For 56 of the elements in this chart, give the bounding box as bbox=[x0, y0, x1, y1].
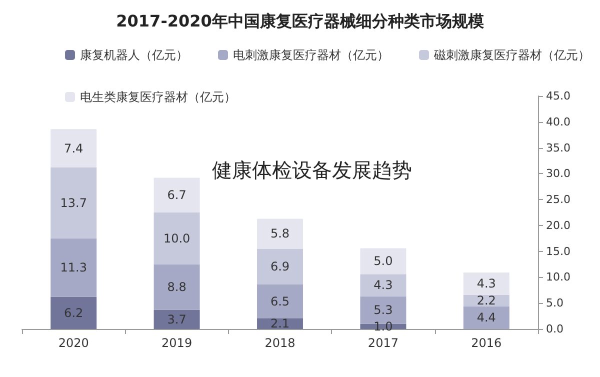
data-label: 11.3 bbox=[60, 260, 87, 275]
y-tick-label: 10.0 bbox=[546, 270, 570, 284]
x-tick-label: 2017 bbox=[368, 336, 398, 350]
bar bbox=[463, 306, 510, 329]
bar bbox=[154, 264, 200, 310]
data-label: 1.0 bbox=[374, 319, 393, 334]
x-tick-label: 2016 bbox=[471, 336, 502, 350]
y-tick-label: 40.0 bbox=[546, 115, 570, 128]
bar bbox=[257, 218, 303, 249]
y-tick-label: 45.0 bbox=[546, 90, 570, 102]
bar bbox=[50, 129, 97, 168]
y-tick-label: 35.0 bbox=[546, 141, 570, 154]
x-tick-label: 2019 bbox=[162, 336, 192, 350]
legend-label: 电生类康复医疗器材（亿元） bbox=[80, 90, 236, 104]
x-tick-label: 2020 bbox=[58, 336, 89, 350]
annotation: 健康体检设备发展趋势 bbox=[212, 158, 412, 182]
legend-label: 电刺激康复医疗器材（亿元） bbox=[233, 48, 389, 62]
y-tick-label: 5.0 bbox=[546, 296, 564, 310]
bar bbox=[154, 310, 200, 329]
bar bbox=[360, 274, 406, 296]
bar bbox=[257, 248, 303, 284]
y-tick-label: 30.0 bbox=[546, 167, 570, 180]
legend-label: 磁刺激康复医疗器材（亿元） bbox=[433, 48, 590, 62]
bar bbox=[50, 167, 97, 238]
data-label: 10.0 bbox=[163, 231, 190, 246]
data-label: 3.7 bbox=[167, 312, 186, 326]
chart-title: 2017-2020年中国康复医疗器械细分种类市场规模 bbox=[116, 12, 484, 30]
data-label: 4.3 bbox=[374, 278, 393, 292]
bar bbox=[50, 238, 97, 297]
y-tick-label: 25.0 bbox=[546, 193, 570, 206]
bar bbox=[154, 212, 200, 264]
legend-label: 康复机器人（亿元） bbox=[80, 48, 188, 62]
data-label: 6.5 bbox=[270, 294, 290, 308]
bar bbox=[257, 318, 303, 329]
y-tick-label: 0.0 bbox=[546, 322, 564, 336]
bar bbox=[463, 272, 510, 295]
x-tick-label: 2018 bbox=[264, 336, 296, 350]
bar bbox=[360, 248, 406, 274]
data-label: 6.7 bbox=[167, 188, 186, 202]
y-tick-label: 20.0 bbox=[546, 218, 570, 232]
data-label: 5.3 bbox=[374, 303, 393, 318]
bar bbox=[257, 284, 303, 318]
data-label: 5.8 bbox=[270, 226, 290, 241]
data-label: 4.4 bbox=[476, 310, 496, 325]
data-label: 5.0 bbox=[374, 254, 393, 268]
y-tick-label: 15.0 bbox=[546, 244, 570, 258]
bar bbox=[50, 296, 97, 329]
data-label: 2.1 bbox=[270, 316, 290, 331]
data-label: 2.2 bbox=[476, 294, 496, 308]
data-label: 7.4 bbox=[64, 141, 84, 156]
data-label: 6.2 bbox=[64, 306, 84, 320]
data-label: 4.3 bbox=[476, 276, 496, 291]
bar bbox=[154, 178, 200, 212]
data-label: 13.7 bbox=[60, 196, 87, 210]
data-label: 8.8 bbox=[167, 280, 186, 294]
data-label: 6.9 bbox=[270, 260, 290, 274]
